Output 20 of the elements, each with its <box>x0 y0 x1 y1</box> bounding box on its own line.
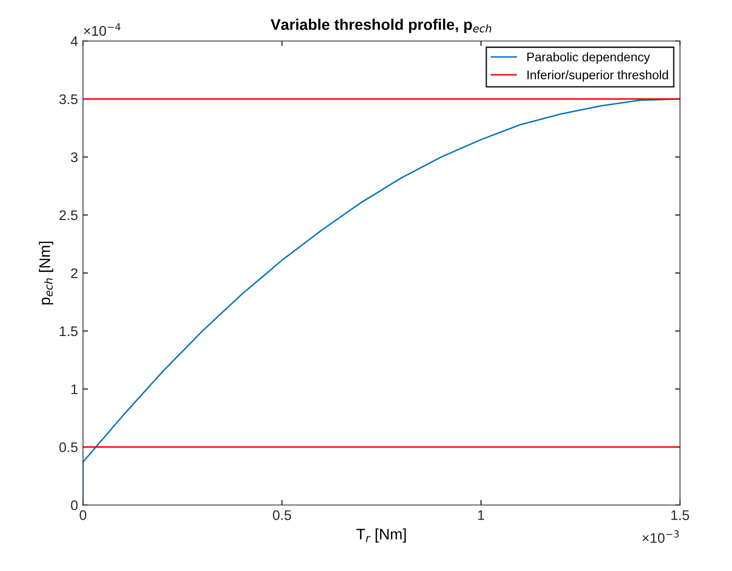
y-tick-label: 1.5 <box>60 326 78 336</box>
x-tick-label: 0.5 <box>272 510 292 520</box>
text: ×10$^{−3}$ <box>642 530 679 543</box>
legend-label: Inferior/superior threshold <box>527 70 668 82</box>
y-tick-label: 3 <box>70 152 78 162</box>
y-tick-label: 1 <box>71 384 78 394</box>
legend-label: Parabolic dependency <box>527 52 650 64</box>
x-tick-label: 1.5 <box>671 510 690 520</box>
y-tick-label: 2 <box>71 268 78 278</box>
text: ×10$^{−4}$ <box>84 23 120 36</box>
y-tick-label: 3.5 <box>59 94 78 104</box>
y-tick-label: 0.5 <box>59 442 78 452</box>
y-tick-label: 2.5 <box>60 210 78 220</box>
y-axis-title: p$_{ech}$ [Nm] <box>38 242 54 304</box>
chart-title: Variable threshold profile, p$_{ech}$ <box>270 18 492 33</box>
y-tick-label: 0 <box>70 500 78 510</box>
x-axis-title: T$_{r}$ [Nm] <box>356 528 406 543</box>
x-tick-label: 0 <box>80 510 86 520</box>
y-tick-label: 4 <box>70 36 78 46</box>
x-tick-label: 1 <box>478 510 484 520</box>
